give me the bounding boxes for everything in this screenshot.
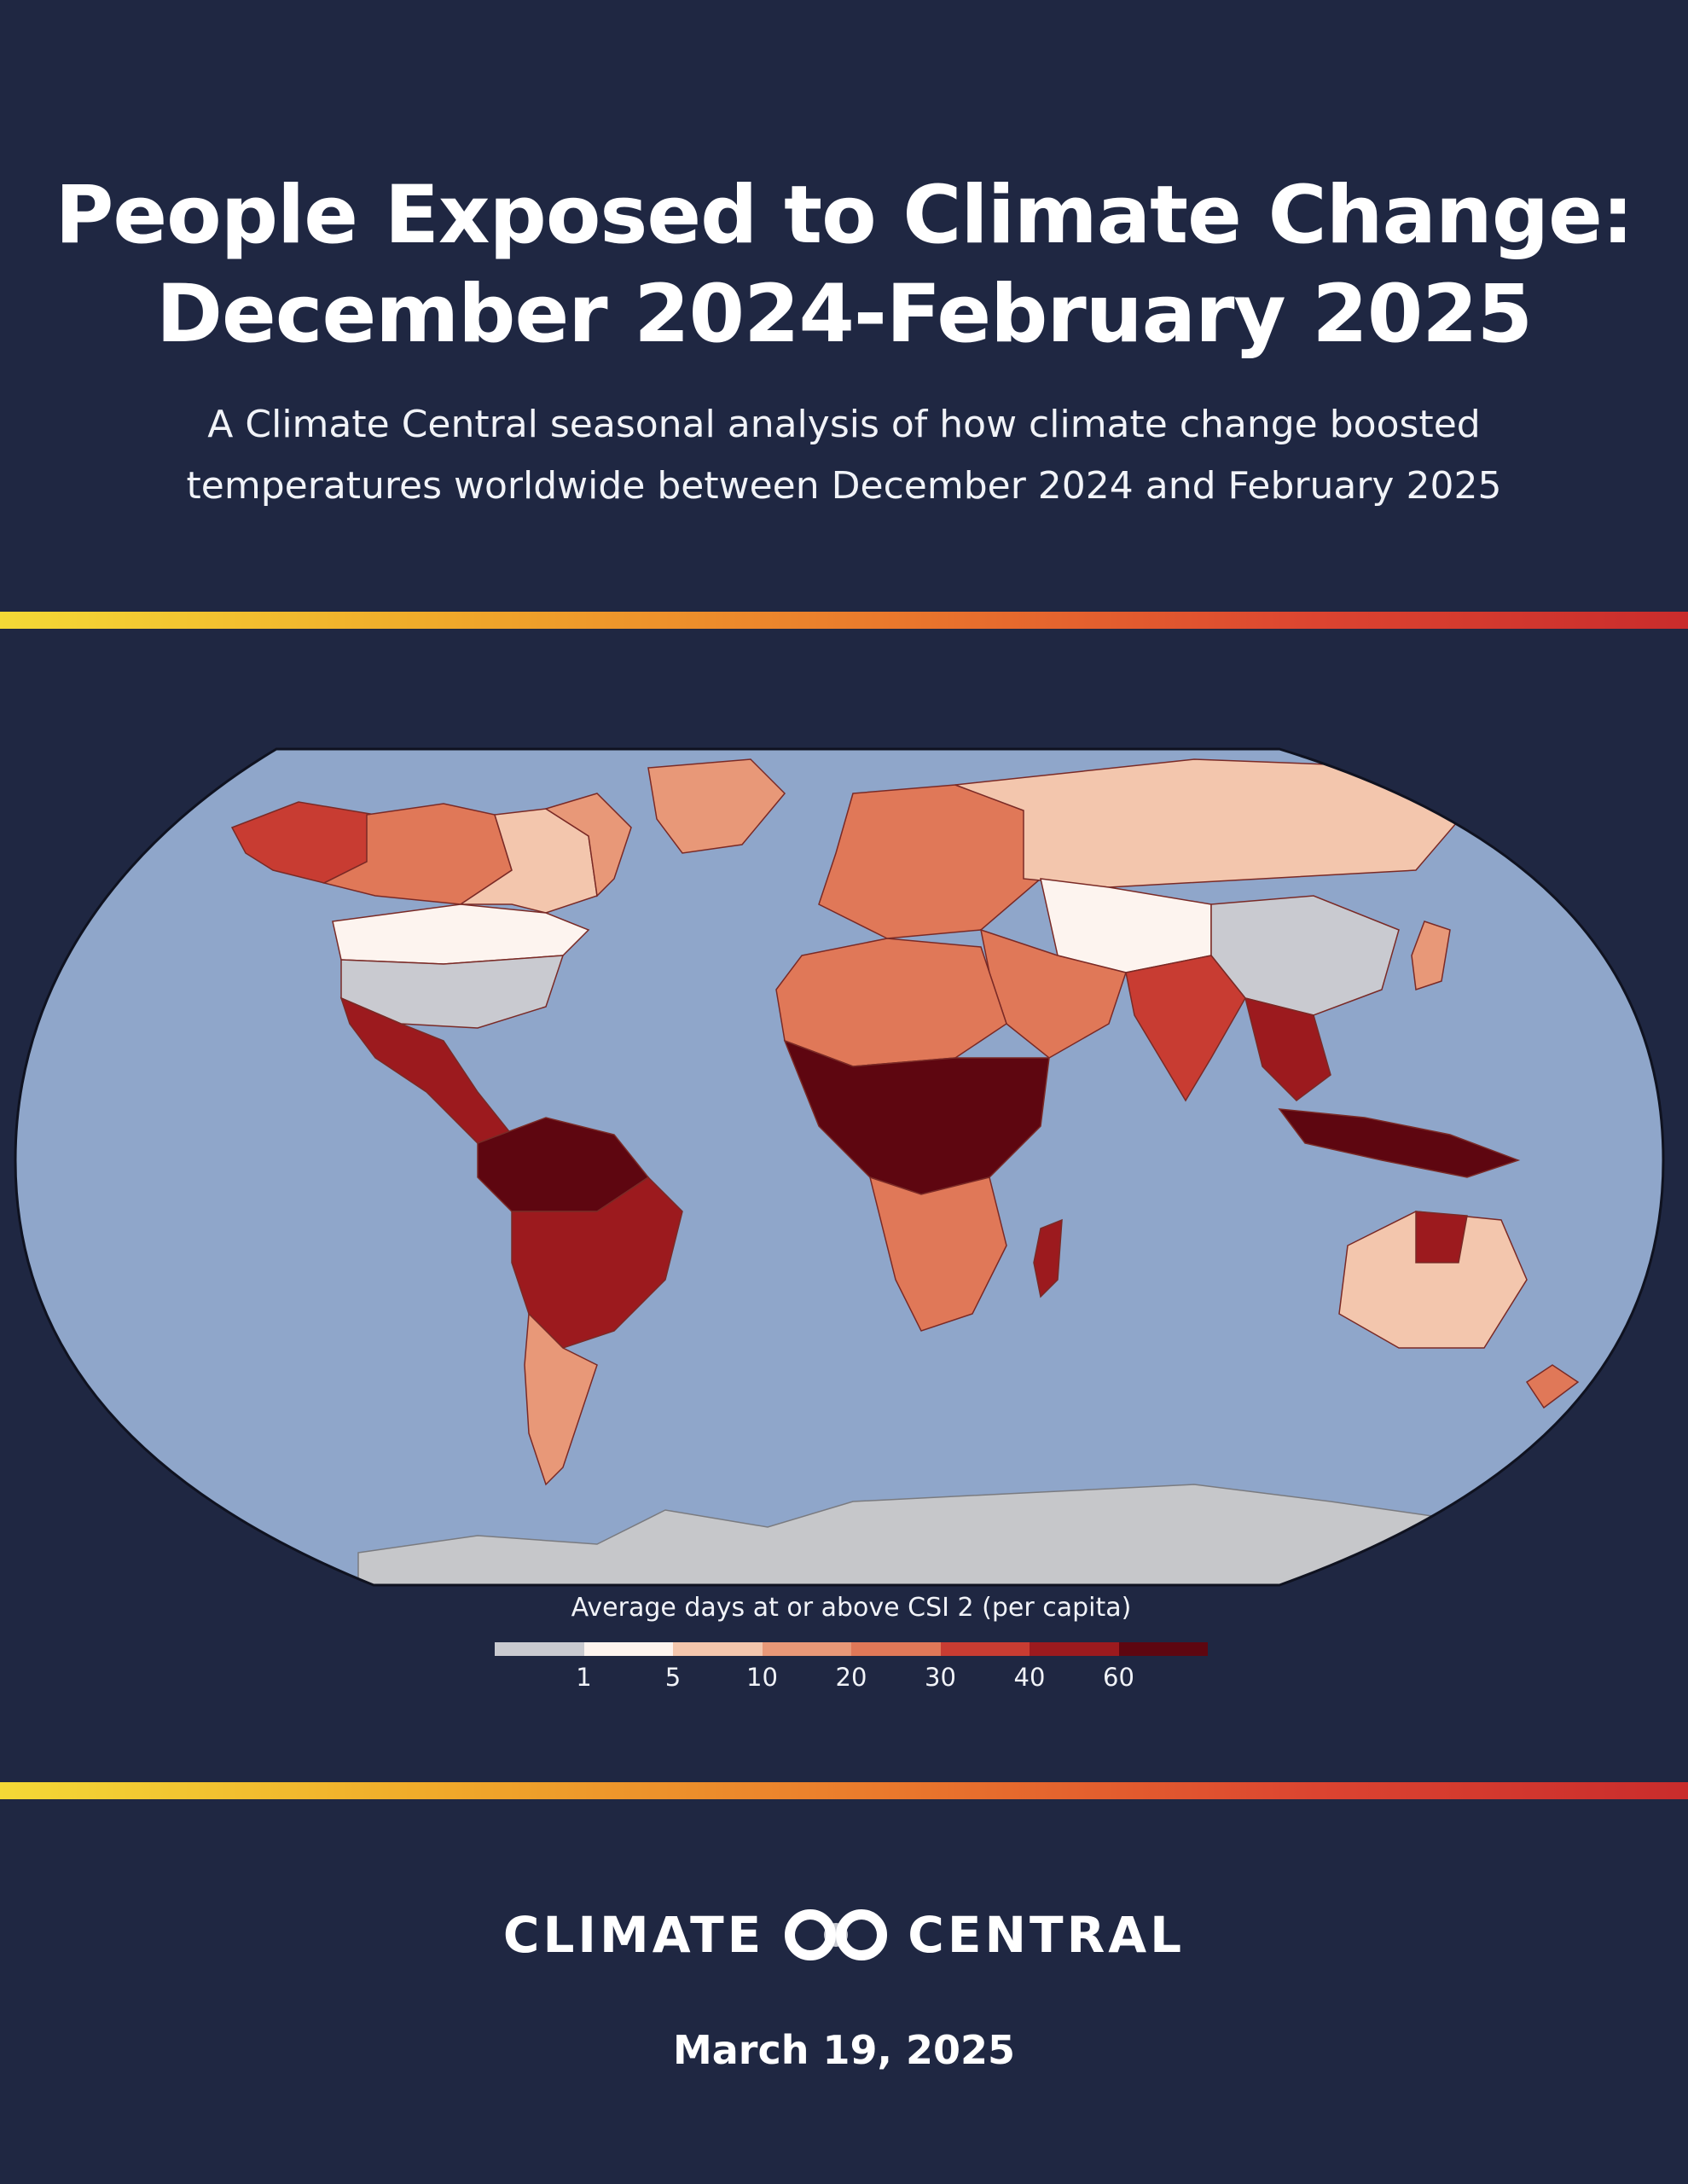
logo-text-right: CENTRAL: [908, 1906, 1186, 1964]
title-line-2: December 2024-February 2025: [155, 268, 1533, 361]
gradient-divider-bottom: [0, 1782, 1688, 1799]
japan: [1411, 921, 1451, 991]
legend-swatch: [851, 1642, 941, 1656]
legend-tick-label: 5: [664, 1663, 682, 1692]
legend-title: Average days at or above CSI 2 (per capi…: [571, 1593, 1132, 1623]
climate-central-logo: CLIMATE CENTRAL: [0, 1901, 1688, 1969]
legend-swatch: [762, 1642, 851, 1656]
map-legend: Average days at or above CSI 2 (per capi…: [495, 1591, 1208, 1693]
page-subtitle: A Climate Central seasonal analysis of h…: [68, 394, 1620, 517]
subtitle-line-2: temperatures worldwide between December …: [186, 464, 1502, 508]
logo-text-left: CLIMATE: [502, 1906, 765, 1964]
legend-tick-label: 1: [576, 1663, 592, 1692]
page-title: People Exposed to Climate Change: Decemb…: [0, 166, 1688, 364]
legend-swatch: [673, 1642, 763, 1656]
legend-tick-label: 40: [1013, 1663, 1046, 1692]
north-africa: [775, 938, 1007, 1067]
legend-swatch: [1030, 1642, 1119, 1656]
southern-africa: [868, 1176, 1007, 1332]
world-map: [0, 734, 1688, 1604]
legend-tick-label: 30: [925, 1663, 956, 1692]
central-africa: [783, 1039, 1050, 1195]
madagascar: [1033, 1218, 1063, 1298]
legend-swatch: [940, 1642, 1030, 1656]
brazil: [511, 1176, 683, 1349]
legend-color-bar: [495, 1642, 1208, 1656]
india: [1125, 955, 1246, 1102]
title-line-1: People Exposed to Climate Change:: [55, 169, 1634, 262]
subtitle-line-1: A Climate Central seasonal analysis of h…: [207, 403, 1481, 446]
russia: [954, 758, 1469, 888]
map-border: [14, 747, 1665, 1587]
legend-tick-label: 20: [835, 1663, 867, 1692]
legend-tick-label: 10: [746, 1663, 778, 1692]
indonesia: [1278, 1108, 1521, 1178]
legend-swatch: [1118, 1642, 1208, 1656]
legend-swatch: [583, 1642, 673, 1656]
legend-swatch: [495, 1642, 584, 1656]
new-zealand: [1525, 1364, 1580, 1409]
world-map-svg: [14, 747, 1665, 1587]
south-america-south: [524, 1312, 598, 1486]
logo-rings-icon: [785, 1909, 888, 1960]
southeast-asia: [1244, 996, 1331, 1101]
publication-date: March 19, 2025: [672, 2027, 1016, 2073]
antarctica: [357, 1484, 1536, 1585]
greenland: [647, 758, 786, 854]
canada-east: [544, 793, 632, 897]
legend-tick-label: 60: [1103, 1663, 1134, 1692]
gradient-divider-top: [0, 612, 1688, 629]
australia-north: [1415, 1211, 1468, 1263]
